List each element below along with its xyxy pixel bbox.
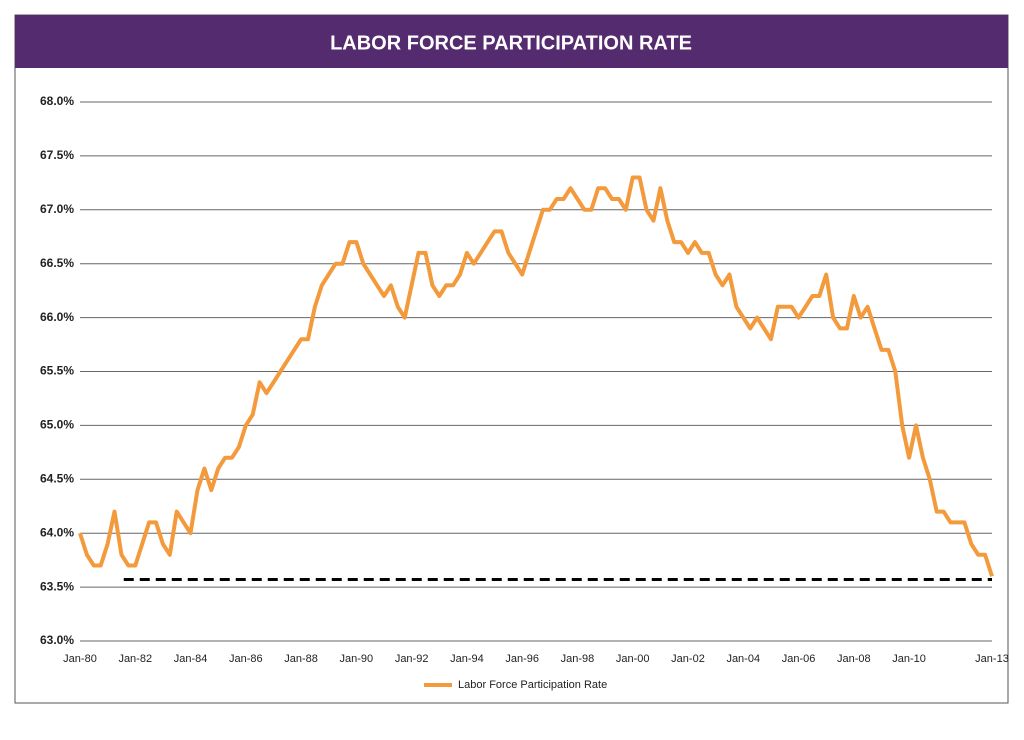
y-tick-label: 63.0% [40, 633, 74, 647]
frame [14, 14, 1009, 704]
y-tick-label: 63.5% [40, 579, 74, 593]
y-tick-label: 68.0% [40, 94, 74, 108]
chart-title: LABOR FORCE PARTICIPATION RATE [330, 32, 692, 54]
y-tick-label: 64.0% [40, 525, 74, 539]
x-tick-label: Jan-13 [975, 653, 1009, 665]
legend-label: Labor Force Participation Rate [458, 679, 607, 691]
x-tick-label: Jan-88 [284, 653, 318, 665]
x-tick-label: Jan-94 [450, 653, 484, 665]
x-tick-label: Jan-86 [229, 653, 263, 665]
y-tick-label: 66.0% [40, 310, 74, 324]
x-tick-label: Jan-04 [726, 653, 760, 665]
x-tick-label: Jan-84 [174, 653, 208, 665]
x-tick-label: Jan-96 [505, 653, 539, 665]
x-tick-label: Jan-06 [782, 653, 816, 665]
x-tick-label: Jan-80 [63, 653, 97, 665]
x-tick-label: Jan-90 [340, 653, 374, 665]
y-tick-label: 67.5% [40, 148, 74, 162]
y-tick-label: 64.5% [40, 471, 74, 485]
x-tick-label: Jan-92 [395, 653, 429, 665]
x-tick-label: Jan-82 [118, 653, 152, 665]
x-tick-label: Jan-00 [616, 653, 650, 665]
x-tick-label: Jan-08 [837, 653, 871, 665]
x-tick-label: Jan-02 [671, 653, 705, 665]
data-line [78, 175, 994, 577]
y-tick-label: 65.5% [40, 364, 74, 378]
y-tick-label: 66.5% [40, 256, 74, 270]
header-bar [15, 15, 1008, 68]
x-tick-label: Jan-98 [561, 653, 595, 665]
y-tick-label: 65.0% [40, 418, 74, 432]
x-tick-label: Jan-10 [892, 653, 926, 665]
y-tick-label: 67.0% [40, 202, 74, 216]
